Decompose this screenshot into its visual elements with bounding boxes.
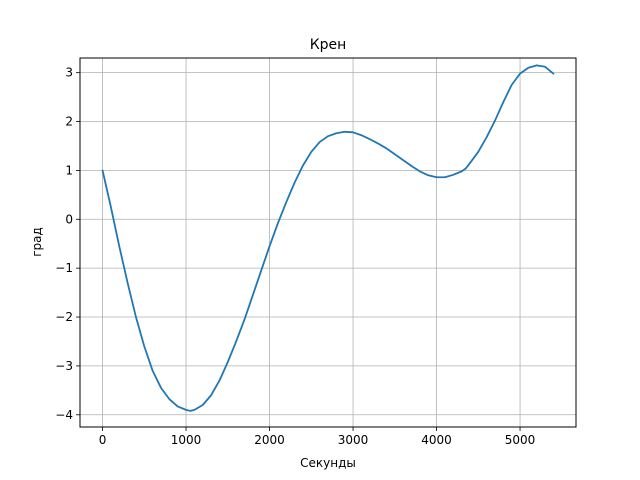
plot-lines [101, 64, 555, 412]
y-tick-label: −2 [55, 310, 73, 324]
x-tick-label: 4000 [421, 433, 452, 447]
y-tick-label: 1 [65, 163, 73, 177]
series-line [101, 64, 555, 412]
y-tick-label: 2 [65, 115, 73, 129]
grid [80, 58, 576, 427]
y-tick-label: −3 [55, 359, 73, 373]
x-axis-label: Секунды [300, 456, 356, 470]
y-tick-label: −4 [55, 408, 73, 422]
plot-frame [79, 57, 577, 428]
x-tick-label: 0 [99, 433, 107, 447]
axis-ticks: 0 1000 2000 3000 4000 5000 −4 −3 −2 −1 0 1 2 3 [55, 66, 535, 447]
y-axis-label: град [30, 227, 44, 257]
y-tick-label: −1 [55, 261, 73, 275]
chart-title: Крен [310, 37, 347, 53]
x-tick-label: 1000 [171, 433, 202, 447]
y-tick-label: 0 [65, 212, 73, 226]
x-tick-label: 3000 [338, 433, 369, 447]
x-tick-label: 2000 [254, 433, 285, 447]
x-tick-label: 5000 [505, 433, 536, 447]
y-tick-label: 3 [65, 66, 73, 80]
